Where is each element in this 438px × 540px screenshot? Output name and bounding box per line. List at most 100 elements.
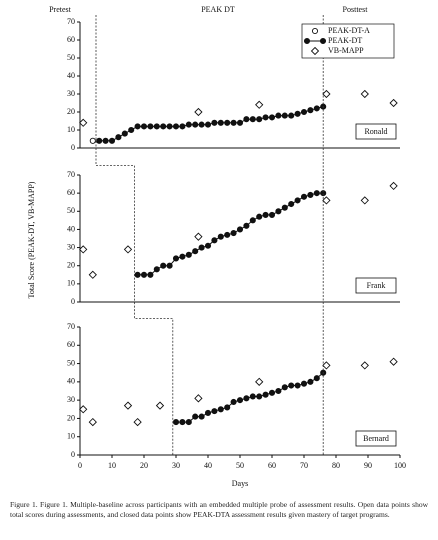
marker [230, 119, 237, 126]
chart: Pretest PEAK DT Posttest Total Score (PE… [27, 5, 406, 488]
y-tick-label: 20 [67, 261, 75, 270]
marker [166, 123, 173, 130]
marker [79, 245, 88, 254]
legend-label: PEAK-DT [328, 36, 362, 45]
marker [108, 137, 116, 144]
x-axis-label: Days [232, 479, 248, 488]
marker [192, 248, 199, 255]
y-tick-label: 30 [67, 89, 75, 98]
series-line [137, 192, 324, 276]
x-tick-label: 50 [236, 461, 244, 470]
x-tick-label: 40 [204, 461, 212, 470]
legend-marker [303, 37, 311, 45]
marker [147, 123, 154, 130]
marker [192, 121, 199, 128]
marker [300, 108, 308, 116]
marker [134, 123, 141, 130]
marker [88, 417, 97, 427]
marker [96, 137, 103, 144]
y-tick-label: 0 [71, 143, 75, 152]
x-tick-label: 80 [332, 461, 340, 470]
marker [172, 419, 180, 426]
marker [128, 126, 135, 134]
marker [288, 200, 295, 208]
series-line [99, 106, 324, 142]
marker [256, 116, 263, 123]
marker [194, 394, 203, 403]
marker [198, 121, 205, 128]
y-tick-label: 60 [67, 188, 75, 197]
marker [211, 119, 218, 126]
marker [185, 121, 192, 128]
marker [121, 130, 128, 137]
panel-name-box [355, 123, 397, 140]
y-tick-label: 70 [67, 170, 75, 179]
y-tick-label: 40 [67, 71, 75, 80]
marker [224, 119, 231, 126]
phase-change-line [95, 15, 174, 455]
panel-name: Bernard [363, 434, 389, 443]
y-tick-label: 0 [71, 450, 75, 459]
x-tick-label: 60 [268, 461, 276, 470]
marker [224, 404, 231, 411]
marker [198, 244, 205, 251]
y-tick-label: 60 [67, 35, 75, 44]
panel-name-box [355, 430, 397, 447]
marker [243, 395, 250, 402]
y-tick-label: 10 [67, 279, 75, 288]
marker [360, 89, 369, 99]
marker [185, 251, 192, 258]
marker [204, 121, 212, 128]
marker [79, 118, 88, 127]
marker [268, 389, 276, 396]
phase-label: PEAK DT [201, 5, 235, 14]
marker [172, 123, 180, 130]
y-tick-label: 50 [67, 206, 75, 215]
marker [288, 112, 295, 119]
marker [243, 222, 250, 229]
phase-label: Posttest [343, 5, 369, 14]
marker [179, 123, 186, 130]
marker [256, 393, 263, 400]
x-tick-label: 10 [108, 461, 116, 470]
marker [389, 357, 398, 366]
marker [134, 271, 141, 278]
marker [322, 196, 331, 205]
marker [192, 413, 199, 420]
marker [140, 123, 148, 130]
y-tick-label: 0 [71, 297, 75, 306]
y-tick-label: 10 [67, 432, 75, 441]
marker [204, 409, 212, 416]
marker [194, 232, 203, 241]
marker [281, 384, 288, 391]
marker [160, 123, 167, 130]
y-tick-label: 40 [67, 377, 75, 386]
marker [294, 382, 301, 389]
marker [294, 197, 301, 204]
y-axis-label: Total Score (PEAK-DT, VB-MAPP) [27, 181, 36, 298]
marker [389, 98, 398, 108]
marker [236, 397, 244, 404]
marker [281, 204, 288, 211]
marker [217, 406, 224, 413]
marker [89, 137, 96, 144]
marker [217, 119, 224, 126]
y-tick-label: 50 [67, 53, 75, 62]
marker [179, 253, 186, 260]
marker [360, 196, 369, 205]
marker [322, 361, 331, 370]
marker [179, 419, 186, 426]
y-tick-label: 50 [67, 358, 75, 367]
marker [236, 119, 244, 126]
x-tick-label: 70 [300, 461, 308, 470]
marker [313, 190, 320, 197]
marker [249, 217, 256, 224]
marker [313, 105, 320, 112]
x-tick-label: 100 [394, 461, 406, 470]
x-tick-label: 90 [364, 461, 372, 470]
marker [307, 378, 314, 385]
y-tick-label: 20 [67, 413, 75, 422]
x-tick-label: 0 [78, 461, 82, 470]
panel-name-box [355, 277, 397, 294]
marker [198, 413, 205, 420]
